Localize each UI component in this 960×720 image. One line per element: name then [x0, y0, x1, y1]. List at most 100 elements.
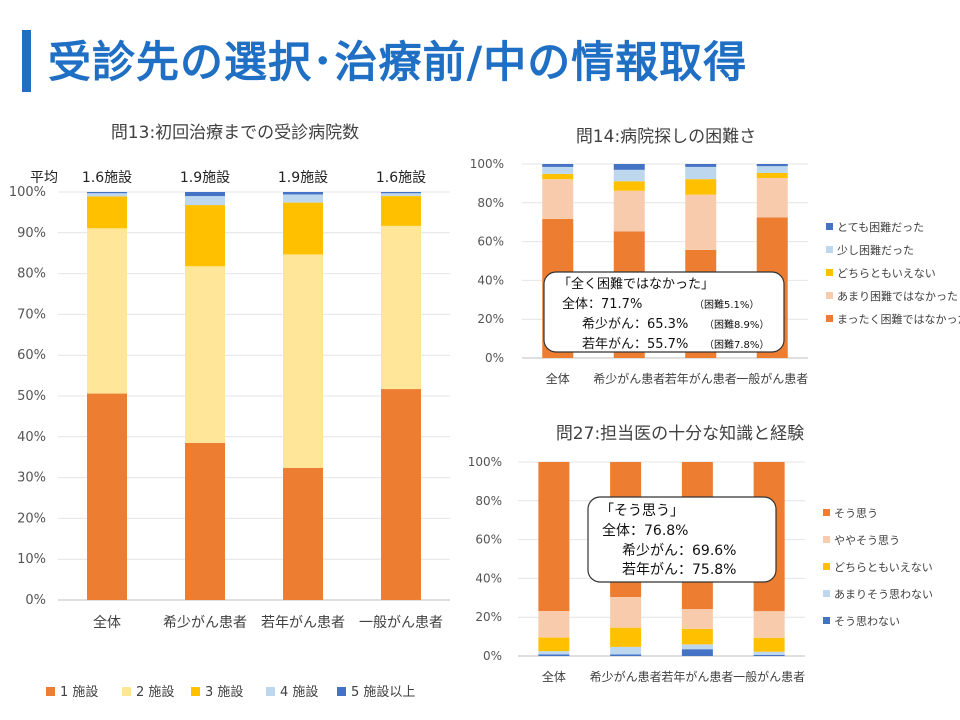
q27-category-label: 希少がん患者 [590, 669, 662, 684]
title-accent-bar [22, 30, 31, 92]
q14-y-tick: 20% [477, 312, 504, 326]
q13-average-value: 1.9施設 [180, 170, 230, 186]
q13-legend-label: 2 施設 [136, 684, 174, 700]
q13-bar-segment [185, 196, 225, 206]
q14-category-label: 一般がん患者 [736, 371, 808, 386]
q27-bar-segment [753, 654, 785, 656]
q14-bar-segment [685, 164, 717, 167]
q27-bar-segment [681, 649, 713, 656]
q14-legend-swatch [826, 223, 833, 230]
q27-bar-segment [610, 654, 642, 656]
q27-bar-segment [538, 637, 570, 652]
q27-bar-segment [681, 609, 713, 629]
q14-legend-label: どちらともいえない [837, 267, 936, 280]
q14-callout-difficulty: （困難8.9%） [704, 318, 769, 331]
q14-bar-segment [685, 194, 717, 250]
q13-y-tick: 100% [9, 185, 46, 200]
q14-legend-label: とても困難だった [837, 221, 924, 234]
q27-bar-segment [753, 637, 785, 652]
q27-legend-label: あまりそう思わない [834, 588, 933, 601]
q14-y-tick: 80% [477, 196, 504, 210]
q13-y-tick: 60% [17, 348, 46, 363]
slide-title: 受診先の選択･治療前/中の情報取得 [48, 38, 748, 88]
q13-bar-segment [185, 442, 225, 600]
q27-legend-swatch [823, 617, 830, 624]
q13-bar-segment [185, 205, 225, 267]
q14-bar-segment [542, 166, 574, 174]
q13-legend-label: 1 施設 [60, 684, 98, 700]
q27-bar-segment [538, 651, 570, 655]
q14-bar-segment [756, 164, 788, 167]
q27-bar-segment [610, 646, 642, 655]
q14-y-tick: 60% [477, 235, 504, 249]
q13-category-label: 全体 [93, 614, 121, 631]
q14-bar-segment [685, 166, 717, 180]
q27-legend-swatch [823, 563, 830, 570]
q27-category-label: 全体 [542, 669, 566, 684]
q14-bar-segment [756, 172, 788, 178]
q27-y-tick: 60% [475, 533, 502, 547]
q14-bar-segment [542, 173, 574, 180]
q13-bar-segment [283, 194, 323, 203]
q14-bar-segment [613, 169, 645, 182]
q13-bar-segment [381, 196, 421, 226]
q27-y-tick: 100% [468, 455, 502, 469]
q27-bar-segment [681, 644, 713, 650]
q13-bar-segment [87, 393, 127, 600]
q13-bar-segment [283, 254, 323, 468]
q27-callout-value: 希少がん：69.6% [622, 543, 736, 559]
q13-y-tick: 70% [17, 307, 46, 322]
q14-category-label: 全体 [546, 371, 570, 386]
q27-category-label: 若年がん患者 [661, 669, 733, 684]
q14-callout-box [543, 271, 785, 353]
q14-callout-value: 希少がん：65.3% [582, 317, 688, 332]
q14-callout-heading: 「全く困難ではなかった」 [558, 276, 714, 292]
q14-bar-segment [542, 164, 574, 167]
q13-bar-segment [283, 467, 323, 600]
q14-callout-difficulty: （困難7.8%） [704, 338, 769, 351]
q14-y-tick: 0% [485, 351, 504, 365]
q13-bar-segment [185, 266, 225, 443]
q27-y-tick: 20% [475, 610, 502, 624]
q13-y-tick: 10% [17, 552, 46, 567]
q27-y-tick: 80% [475, 494, 502, 508]
q27-bar-segment [538, 462, 570, 611]
q27-legend-label: どちらともいえない [834, 561, 933, 574]
q14-y-tick: 40% [477, 273, 504, 287]
q27-bar-segment [610, 597, 642, 628]
q14-callout-value: 若年がん：55.7% [582, 336, 688, 352]
q13-average-label: 平均 [30, 170, 58, 186]
q13-category-label: 希少がん患者 [163, 615, 247, 631]
q27-legend-label: そう思う [834, 507, 878, 520]
q14-legend-swatch [826, 315, 833, 322]
q27-legend-swatch [823, 509, 830, 516]
q27-bar-segment [753, 651, 785, 655]
q27-legend-swatch [823, 590, 830, 597]
q14-y-tick: 100% [470, 157, 504, 171]
q13-bar-segment [87, 196, 127, 229]
q13-y-tick: 80% [17, 267, 46, 282]
q27-y-tick: 0% [483, 649, 502, 663]
q27-callout-value: 全体：76.8% [602, 522, 688, 539]
q14-bar-segment [756, 166, 788, 173]
q13-legend-swatch [191, 687, 200, 696]
q13-legend-label: 4 施設 [280, 684, 318, 700]
q13-legend-swatch [266, 687, 275, 696]
q27-title: 問27:担当医の十分な知識と経験 [556, 424, 804, 444]
q14-legend-swatch [826, 269, 833, 276]
q13-category-label: 一般がん患者 [359, 615, 443, 631]
q14-legend-label: 少し困難だった [837, 244, 914, 257]
q14-bar-segment [613, 190, 645, 232]
q13-bar-segment [87, 228, 127, 394]
q14-category-label: 若年がん患者 [665, 371, 737, 386]
q13-legend-swatch [122, 687, 131, 696]
q13-bar-segment [381, 192, 421, 194]
q27-bar-segment [538, 610, 570, 638]
q13-y-tick: 0% [25, 593, 46, 608]
q13-bar-segment [381, 225, 421, 390]
q14-bar-segment [685, 179, 717, 195]
q13-legend-swatch [337, 687, 346, 696]
q13-legend-swatch [46, 687, 55, 696]
q13-y-tick: 20% [17, 511, 46, 526]
